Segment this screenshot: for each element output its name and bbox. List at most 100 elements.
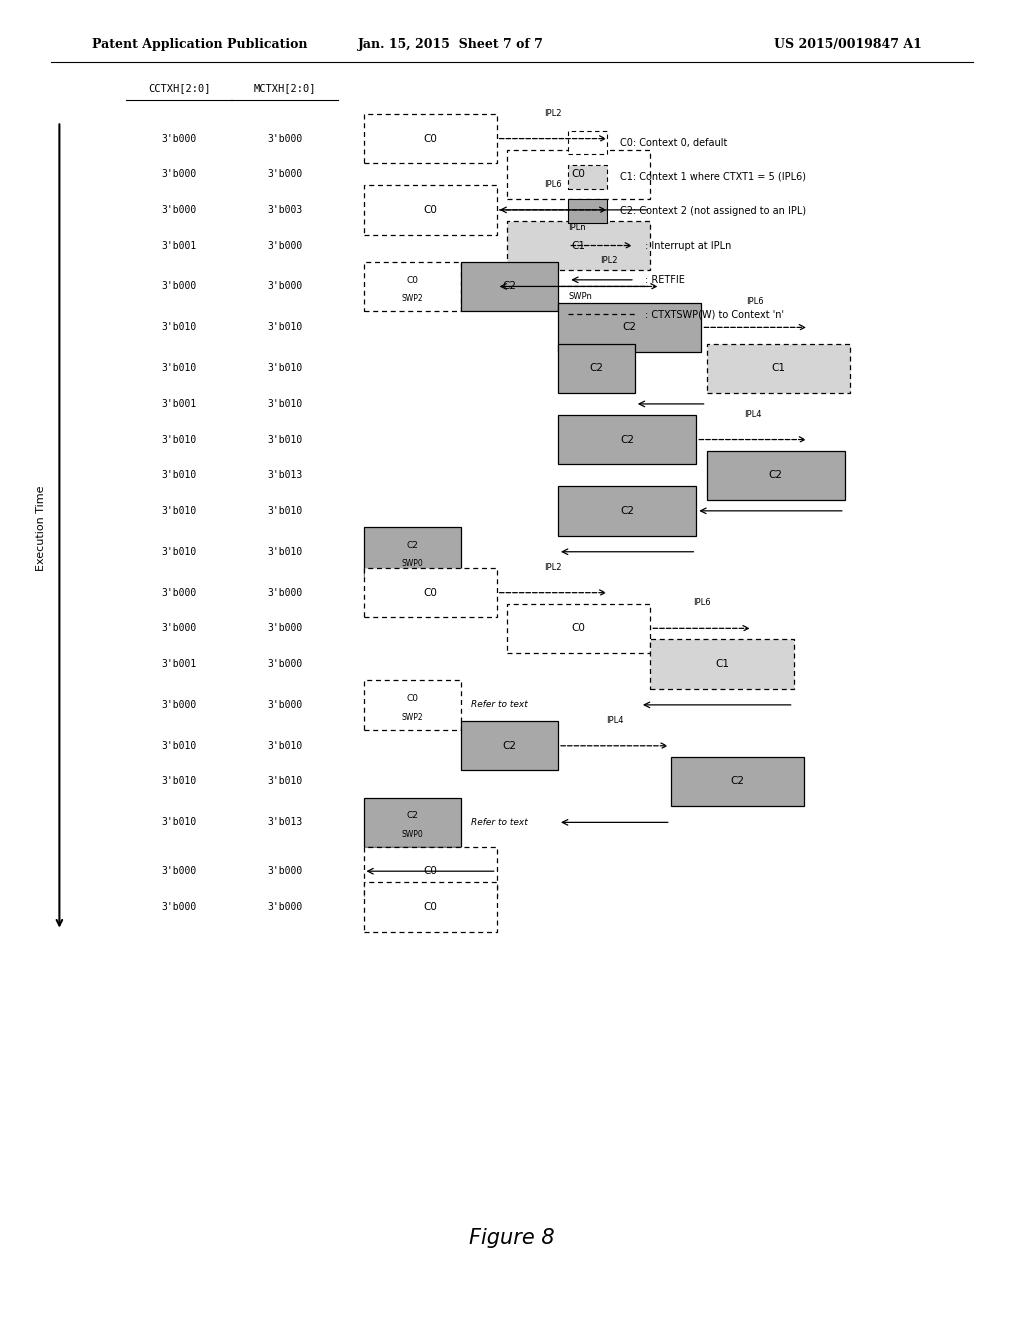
Text: 3'b001: 3'b001 xyxy=(162,240,197,251)
Text: 3'b000: 3'b000 xyxy=(162,866,197,876)
Text: IPL2: IPL2 xyxy=(544,108,562,117)
Text: SWP2: SWP2 xyxy=(401,713,423,722)
Text: IPL4: IPL4 xyxy=(605,715,624,725)
Text: C0: C0 xyxy=(407,694,418,704)
Text: 3'b000: 3'b000 xyxy=(162,169,197,180)
Text: 3'b000: 3'b000 xyxy=(162,700,197,710)
Text: IPL6: IPL6 xyxy=(544,180,562,189)
Text: C0: C0 xyxy=(423,205,437,215)
Text: US 2015/0019847 A1: US 2015/0019847 A1 xyxy=(774,38,922,51)
Text: : Interrupt at IPLn: : Interrupt at IPLn xyxy=(645,240,731,251)
Bar xyxy=(364,527,461,577)
Bar xyxy=(507,603,650,653)
Text: C2: C2 xyxy=(503,281,516,292)
Text: 3'b000: 3'b000 xyxy=(267,902,302,912)
Text: 3'b010: 3'b010 xyxy=(162,741,197,751)
Text: MCTXH[2:0]: MCTXH[2:0] xyxy=(253,83,316,94)
Bar xyxy=(558,486,696,536)
Text: C2: C2 xyxy=(590,363,603,374)
Bar xyxy=(558,343,635,393)
Text: 3'b000: 3'b000 xyxy=(162,902,197,912)
Text: Patent Application Publication: Patent Application Publication xyxy=(92,38,307,51)
Text: 3'b000: 3'b000 xyxy=(267,133,302,144)
Text: 3'b000: 3'b000 xyxy=(267,700,302,710)
Bar xyxy=(568,165,607,189)
Text: C2: Context 2 (not assigned to an IPL): C2: Context 2 (not assigned to an IPL) xyxy=(620,206,806,216)
Text: Jan. 15, 2015  Sheet 7 of 7: Jan. 15, 2015 Sheet 7 of 7 xyxy=(357,38,544,51)
Text: Refer to text: Refer to text xyxy=(471,818,527,826)
Text: 3'b000: 3'b000 xyxy=(267,659,302,669)
Text: 3'b000: 3'b000 xyxy=(162,133,197,144)
Text: 3'b010: 3'b010 xyxy=(267,363,302,374)
Text: 3'b013: 3'b013 xyxy=(267,817,302,828)
Text: SWPn: SWPn xyxy=(568,292,592,301)
Text: C1: C1 xyxy=(771,363,785,374)
Bar xyxy=(364,114,497,164)
Bar xyxy=(568,199,607,223)
Text: SWP0: SWP0 xyxy=(401,560,423,569)
Bar xyxy=(558,302,701,352)
Text: 3'b010: 3'b010 xyxy=(162,546,197,557)
Text: 3'b010: 3'b010 xyxy=(267,322,302,333)
Text: C2: C2 xyxy=(623,322,637,333)
Text: SWP0: SWP0 xyxy=(401,830,423,840)
Text: C0: C0 xyxy=(571,623,586,634)
Bar xyxy=(568,131,607,154)
Bar xyxy=(650,639,794,689)
Text: SWP2: SWP2 xyxy=(401,294,423,304)
Text: 3'b001: 3'b001 xyxy=(162,399,197,409)
Text: 3'b000: 3'b000 xyxy=(267,866,302,876)
Text: C2: C2 xyxy=(503,741,516,751)
Text: C1: Context 1 where CTXT1 = 5 (IPL6): C1: Context 1 where CTXT1 = 5 (IPL6) xyxy=(620,172,806,182)
Bar xyxy=(507,220,650,271)
Bar xyxy=(364,882,497,932)
Text: 3'b000: 3'b000 xyxy=(267,281,302,292)
Text: IPL6: IPL6 xyxy=(746,297,764,306)
Text: 3'b010: 3'b010 xyxy=(267,434,302,445)
Text: 3'b010: 3'b010 xyxy=(267,546,302,557)
Text: 3'b001: 3'b001 xyxy=(162,659,197,669)
Bar xyxy=(558,414,696,465)
Text: IPLn: IPLn xyxy=(568,223,586,232)
Text: IPL2: IPL2 xyxy=(600,256,618,265)
Bar xyxy=(507,149,650,199)
Text: 3'b003: 3'b003 xyxy=(267,205,302,215)
Text: IPL4: IPL4 xyxy=(743,409,762,418)
Bar xyxy=(671,756,804,807)
Text: C0: Context 0, default: C0: Context 0, default xyxy=(620,137,727,148)
Text: 3'b000: 3'b000 xyxy=(267,240,302,251)
Text: 3'b010: 3'b010 xyxy=(162,363,197,374)
Text: C0: C0 xyxy=(571,169,586,180)
Text: C2: C2 xyxy=(621,434,634,445)
Text: 3'b000: 3'b000 xyxy=(162,587,197,598)
Text: Refer to text: Refer to text xyxy=(471,701,527,709)
Bar xyxy=(461,261,558,312)
Bar xyxy=(461,721,558,771)
Text: CCTXH[2:0]: CCTXH[2:0] xyxy=(147,83,211,94)
Bar xyxy=(707,343,850,393)
Bar xyxy=(364,568,497,618)
Text: C1: C1 xyxy=(715,659,729,669)
Bar xyxy=(364,797,461,847)
Text: 3'b000: 3'b000 xyxy=(162,623,197,634)
Text: C2: C2 xyxy=(407,541,418,550)
Text: C0: C0 xyxy=(423,866,437,876)
Text: C2: C2 xyxy=(769,470,782,480)
Bar xyxy=(707,450,845,500)
Text: 3'b010: 3'b010 xyxy=(162,322,197,333)
Text: C0: C0 xyxy=(423,587,437,598)
Text: 3'b013: 3'b013 xyxy=(267,470,302,480)
Text: C2: C2 xyxy=(730,776,744,787)
Text: Figure 8: Figure 8 xyxy=(469,1228,555,1249)
Text: 3'b000: 3'b000 xyxy=(162,281,197,292)
Text: 3'b000: 3'b000 xyxy=(267,169,302,180)
Text: 3'b000: 3'b000 xyxy=(162,205,197,215)
Bar xyxy=(364,846,497,896)
Text: IPL2: IPL2 xyxy=(544,562,562,572)
Bar xyxy=(364,680,461,730)
Text: C0: C0 xyxy=(407,276,418,285)
Text: C2: C2 xyxy=(407,812,418,821)
Bar xyxy=(364,261,461,312)
Text: Execution Time: Execution Time xyxy=(36,486,46,570)
Text: 3'b010: 3'b010 xyxy=(162,434,197,445)
